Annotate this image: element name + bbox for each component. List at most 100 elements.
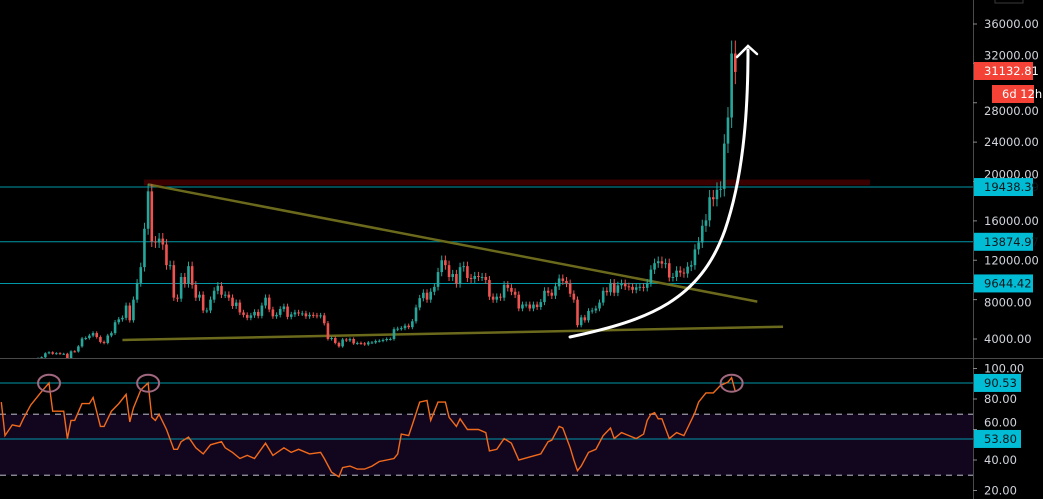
candle[interactable]: [124, 302, 128, 321]
resistance-zone[interactable]: [144, 179, 870, 186]
candle[interactable]: [700, 219, 704, 248]
candle[interactable]: [532, 301, 535, 312]
rsi-line[interactable]: [0, 376, 736, 478]
candle[interactable]: [403, 323, 407, 331]
candle[interactable]: [620, 279, 623, 290]
candle[interactable]: [374, 339, 377, 344]
candle[interactable]: [422, 289, 425, 302]
candle[interactable]: [348, 337, 352, 342]
candle[interactable]: [282, 303, 286, 312]
candle[interactable]: [576, 296, 579, 328]
candle[interactable]: [396, 326, 399, 332]
candle[interactable]: [469, 273, 473, 283]
candle[interactable]: [689, 260, 693, 272]
candle[interactable]: [337, 341, 341, 348]
candle[interactable]: [444, 255, 447, 270]
candle[interactable]: [26, 363, 29, 367]
candle[interactable]: [535, 301, 539, 310]
candle[interactable]: [381, 338, 385, 343]
candle[interactable]: [231, 294, 234, 309]
candle[interactable]: [440, 255, 444, 277]
candle[interactable]: [80, 336, 84, 348]
candle[interactable]: [612, 279, 616, 297]
candle[interactable]: [238, 299, 242, 316]
candle[interactable]: [330, 336, 333, 341]
candle[interactable]: [734, 40, 737, 85]
candle[interactable]: [565, 277, 568, 288]
candle[interactable]: [429, 288, 432, 303]
candle[interactable]: [554, 282, 557, 299]
candle[interactable]: [73, 350, 77, 353]
candle[interactable]: [267, 294, 271, 313]
candle[interactable]: [223, 291, 227, 299]
candle[interactable]: [341, 337, 344, 348]
candle[interactable]: [455, 269, 458, 288]
candle[interactable]: [297, 309, 300, 317]
candle[interactable]: [389, 337, 392, 341]
candle[interactable]: [293, 309, 297, 317]
candle[interactable]: [488, 276, 491, 300]
candle[interactable]: [308, 312, 311, 319]
candle[interactable]: [561, 274, 565, 285]
parabolic-arrow[interactable]: [568, 48, 750, 339]
candle[interactable]: [311, 312, 315, 318]
candle[interactable]: [726, 107, 730, 153]
candle[interactable]: [458, 262, 462, 288]
candle[interactable]: [121, 315, 124, 322]
candle[interactable]: [275, 312, 278, 319]
candle[interactable]: [304, 310, 308, 319]
candle[interactable]: [678, 266, 682, 277]
candle[interactable]: [605, 287, 609, 296]
candle[interactable]: [201, 291, 205, 314]
candle[interactable]: [653, 258, 656, 274]
candle[interactable]: [510, 284, 513, 296]
candle[interactable]: [51, 351, 54, 355]
candle[interactable]: [205, 307, 209, 314]
candle[interactable]: [697, 237, 700, 255]
candle[interactable]: [370, 341, 374, 344]
candle[interactable]: [513, 288, 517, 299]
candle[interactable]: [172, 260, 176, 301]
candle[interactable]: [517, 291, 521, 312]
price-pane[interactable]: [0, 40, 973, 367]
candle[interactable]: [447, 260, 451, 282]
candle[interactable]: [385, 337, 388, 342]
peak-circle-marker[interactable]: [37, 373, 62, 393]
candle[interactable]: [730, 40, 733, 128]
candle[interactable]: [198, 291, 201, 301]
candle[interactable]: [693, 244, 697, 270]
candle[interactable]: [359, 341, 363, 345]
candle[interactable]: [623, 279, 627, 291]
candle[interactable]: [495, 293, 499, 303]
candle[interactable]: [190, 261, 194, 289]
candle[interactable]: [161, 233, 165, 250]
candle[interactable]: [502, 281, 506, 301]
candle[interactable]: [300, 310, 304, 317]
candle[interactable]: [473, 271, 477, 283]
candle[interactable]: [289, 311, 293, 320]
candle[interactable]: [491, 293, 495, 303]
candle[interactable]: [128, 302, 132, 323]
candle[interactable]: [110, 331, 113, 338]
candle[interactable]: [154, 236, 157, 248]
candle[interactable]: [451, 269, 455, 282]
rsi-pane[interactable]: [0, 373, 973, 478]
candle[interactable]: [88, 333, 91, 340]
candle[interactable]: [656, 256, 660, 268]
candle[interactable]: [477, 271, 480, 282]
candle[interactable]: [260, 302, 264, 319]
candle[interactable]: [568, 279, 572, 298]
candle[interactable]: [436, 267, 440, 291]
candle[interactable]: [433, 283, 436, 296]
candle[interactable]: [44, 352, 47, 358]
candle[interactable]: [499, 293, 502, 301]
candle[interactable]: [528, 301, 532, 312]
candle[interactable]: [363, 342, 366, 346]
candle[interactable]: [506, 281, 510, 292]
candle[interactable]: [168, 260, 172, 270]
candle[interactable]: [179, 272, 183, 302]
candle[interactable]: [546, 287, 550, 297]
candle[interactable]: [411, 318, 414, 330]
candle[interactable]: [521, 301, 524, 312]
candle[interactable]: [344, 337, 348, 342]
